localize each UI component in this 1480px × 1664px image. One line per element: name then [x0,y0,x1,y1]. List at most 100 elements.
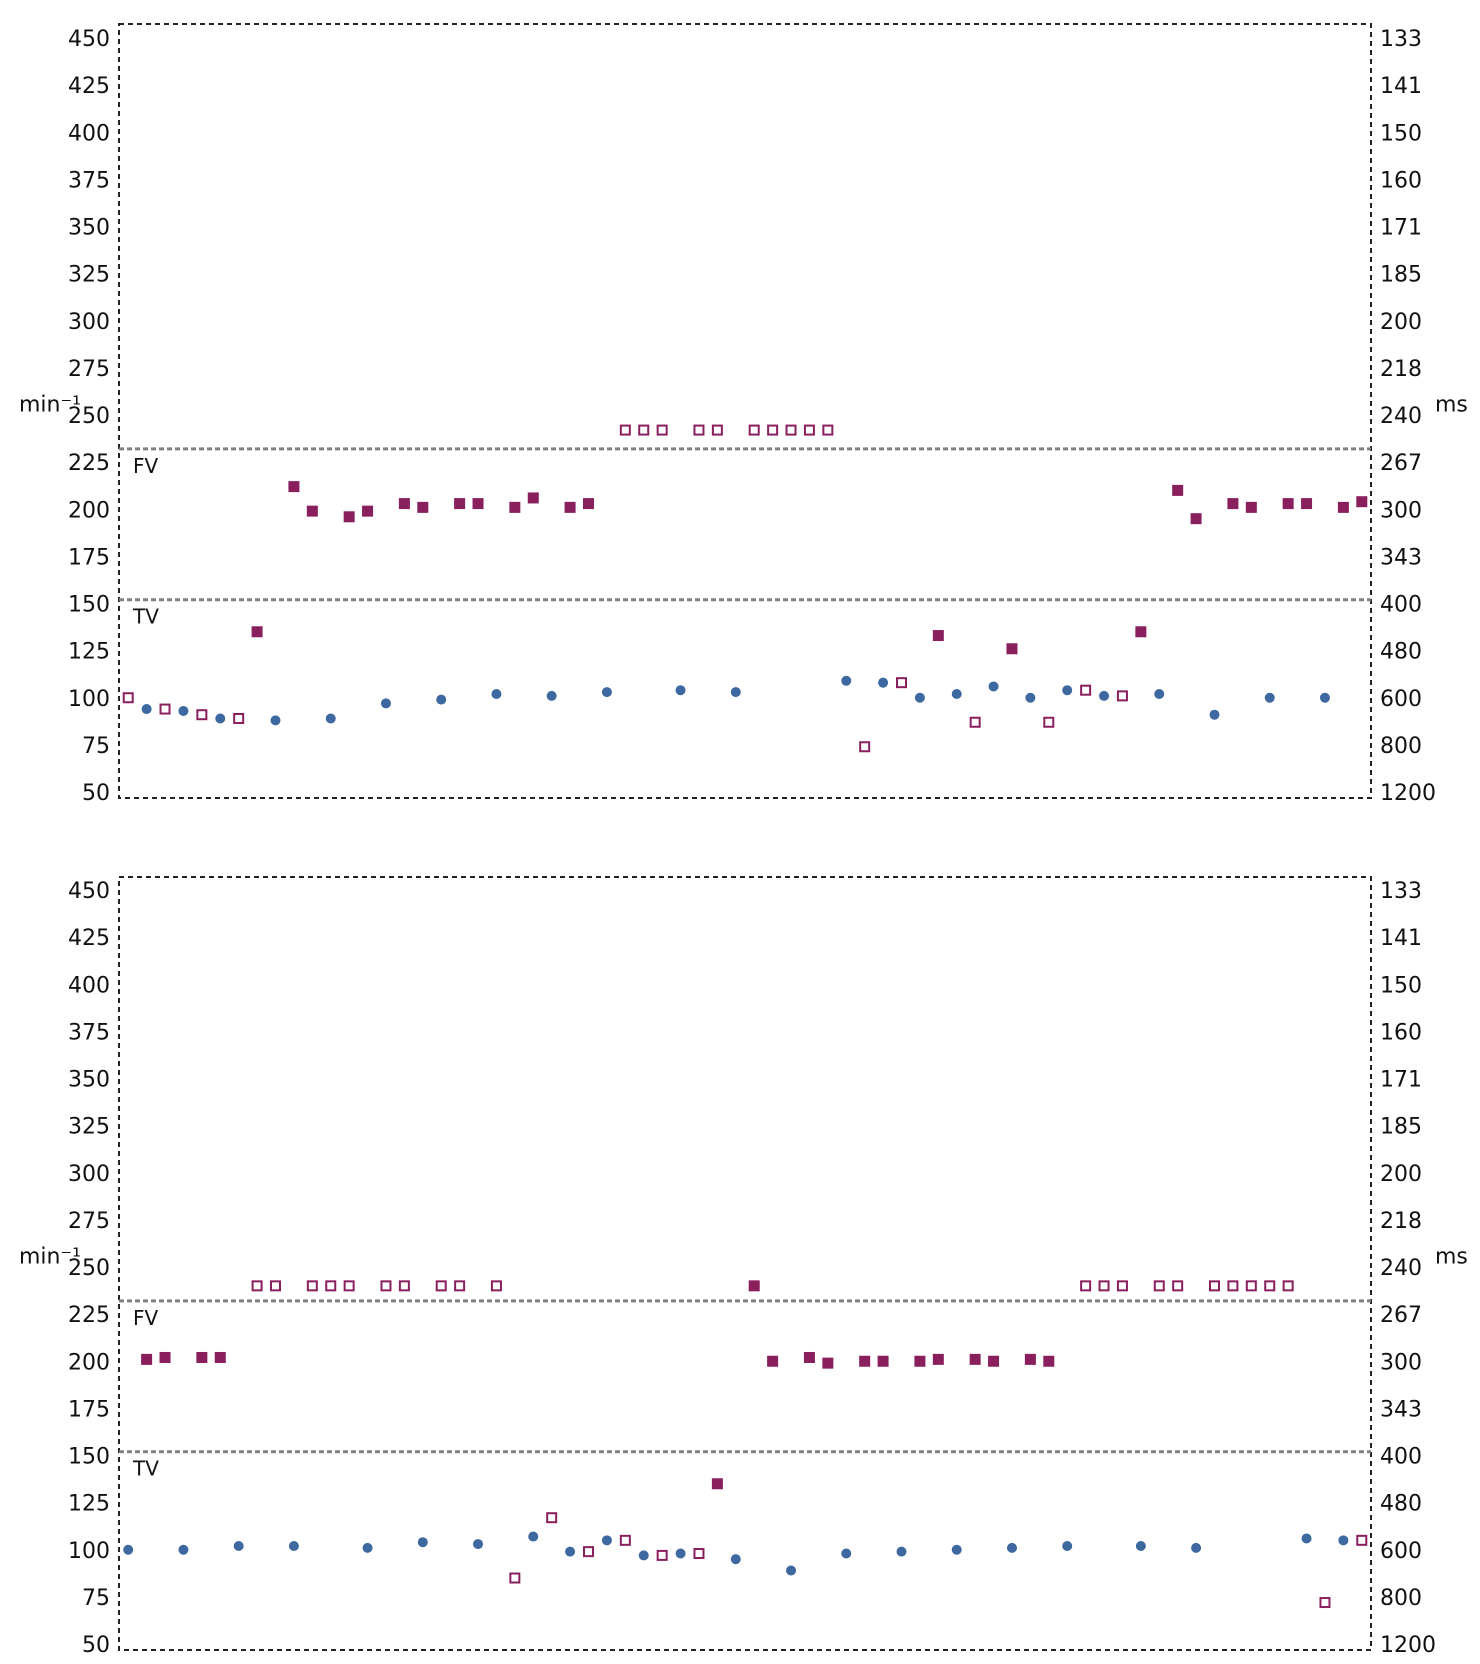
data-point-filled-square [306,505,318,517]
data-point-open-square [435,1280,447,1292]
y-tick-label-right: 240 [1380,404,1422,429]
y-tick-label-left: 175 [68,1397,110,1422]
y-tick-label-right: 1200 [1380,1633,1436,1658]
data-point-filled-square [1356,496,1368,508]
data-point-filled-square [1245,501,1257,513]
y-tick-label-right: 150 [1380,973,1422,998]
data-point-filled-square [417,501,429,513]
data-point-filled-square [583,498,594,510]
data-point-filled-square [877,1355,889,1367]
data-point-open-square [693,424,705,436]
data-point-open-square [398,1280,410,1292]
data-point-open-square [619,1534,631,1546]
y-tick-label-right: 300 [1380,1350,1422,1375]
data-point-filled-square [1024,1353,1036,1365]
data-point-open-square [380,1280,392,1292]
data-point-circle [325,713,336,724]
y-tick-label-left: 150 [68,593,110,618]
data-point-circle [951,1544,962,1555]
data-point-filled-square [343,511,355,523]
y-tick-label-left: 125 [68,640,110,665]
y-tick-label-left: 350 [68,216,110,241]
data-point-open-square [454,1280,466,1292]
data-point-filled-square [969,1353,981,1365]
data-point-filled-square [288,481,300,493]
data-point-open-square [196,709,208,721]
data-point-open-square [1282,1280,1294,1292]
data-point-open-square [343,1280,355,1292]
data-point-open-square [767,424,779,436]
data-point-circle [1062,685,1073,696]
y-tick-label-right: 141 [1380,926,1422,951]
y-tick-label-right: 267 [1380,451,1422,476]
data-point-open-square [656,424,668,436]
data-point-open-square [748,424,760,436]
y-tick-label-left: 50 [82,1633,110,1658]
data-point-filled-square [251,626,263,638]
data-point-circle [730,1554,741,1565]
data-point-circle [841,1548,852,1559]
data-point-open-square [1209,1280,1220,1292]
data-point-open-square [251,1280,263,1292]
zone-label-tv: TV [132,1457,159,1481]
data-point-open-square [1080,1280,1092,1292]
data-point-circle [896,1546,907,1557]
data-point-circle [1135,1540,1146,1551]
y-tick-label-left: 350 [68,1068,110,1093]
data-point-open-square [803,424,815,436]
data-point-circle [841,675,852,686]
y-tick-label-right: 480 [1380,1492,1422,1517]
data-point-circle [528,1531,539,1542]
data-point-open-square [896,677,907,689]
plot-frame [118,23,1372,799]
y-tick-label-left: 425 [68,74,110,99]
data-point-open-square [693,1548,705,1560]
data-point-filled-square [141,1353,153,1365]
y-tick-label-left: 375 [68,1020,110,1045]
y-tick-label-left: 450 [68,879,110,904]
y-tick-label-left: 400 [68,121,110,146]
chart-panel-top: 450 133 425 141 400 150 375 160 350 171 325 185 300 2… [19,23,1468,806]
data-point-filled-square [932,630,944,642]
data-point-circle [1264,692,1275,703]
data-point-circle [491,688,502,699]
data-point-open-square [1116,1280,1128,1292]
data-point-circle [786,1565,797,1576]
unit-label-left: min⁻¹ [19,1245,81,1270]
y-tick-label-right: 267 [1380,1303,1422,1328]
data-point-open-square [325,1280,337,1292]
data-point-open-square [1153,1280,1165,1292]
data-point-filled-square [859,1355,871,1367]
data-point-circle [730,687,741,698]
data-point-open-square [1227,1280,1239,1292]
y-tick-label-left: 200 [68,1350,110,1375]
data-point-circle [988,681,999,692]
data-point-circle [436,694,447,705]
data-point-circle [380,698,391,709]
y-tick-label-left: 50 [82,781,110,806]
data-point-filled-square [1227,498,1239,510]
data-point-open-square [490,1280,502,1292]
y-tick-label-right: 200 [1380,1162,1422,1187]
data-point-open-square [638,424,650,436]
unit-label-left: min⁻¹ [19,393,81,418]
y-tick-label-right: 1200 [1380,781,1436,806]
y-tick-label-right: 185 [1380,1115,1422,1140]
y-tick-label-left: 250 [68,1256,110,1281]
data-point-filled-square [1190,513,1202,525]
data-point-open-square [859,741,871,753]
data-point-filled-square [1006,643,1018,655]
y-tick-label-right: 343 [1380,545,1422,570]
y-tick-label-left: 175 [68,545,110,570]
y-tick-label-right: 480 [1380,640,1422,665]
data-point-filled-square [932,1353,944,1365]
zone-label-fv: FV [133,1306,159,1330]
data-point-filled-square [711,1478,723,1490]
data-point-open-square [711,424,723,436]
data-point-open-square [1098,1280,1110,1292]
data-point-circle [123,1544,134,1555]
y-tick-label-left: 400 [68,973,110,998]
data-point-open-square [509,1572,521,1584]
y-tick-label-right: 171 [1380,1068,1422,1093]
y-tick-label-right: 600 [1380,1539,1422,1564]
